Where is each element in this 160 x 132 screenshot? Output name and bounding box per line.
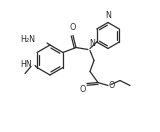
Text: O: O: [70, 22, 76, 32]
Text: N: N: [89, 39, 95, 48]
Text: HN: HN: [20, 60, 32, 69]
Text: O: O: [80, 86, 86, 95]
Text: N: N: [105, 11, 111, 20]
Text: H₂N: H₂N: [20, 36, 35, 44]
Text: O: O: [109, 81, 115, 90]
